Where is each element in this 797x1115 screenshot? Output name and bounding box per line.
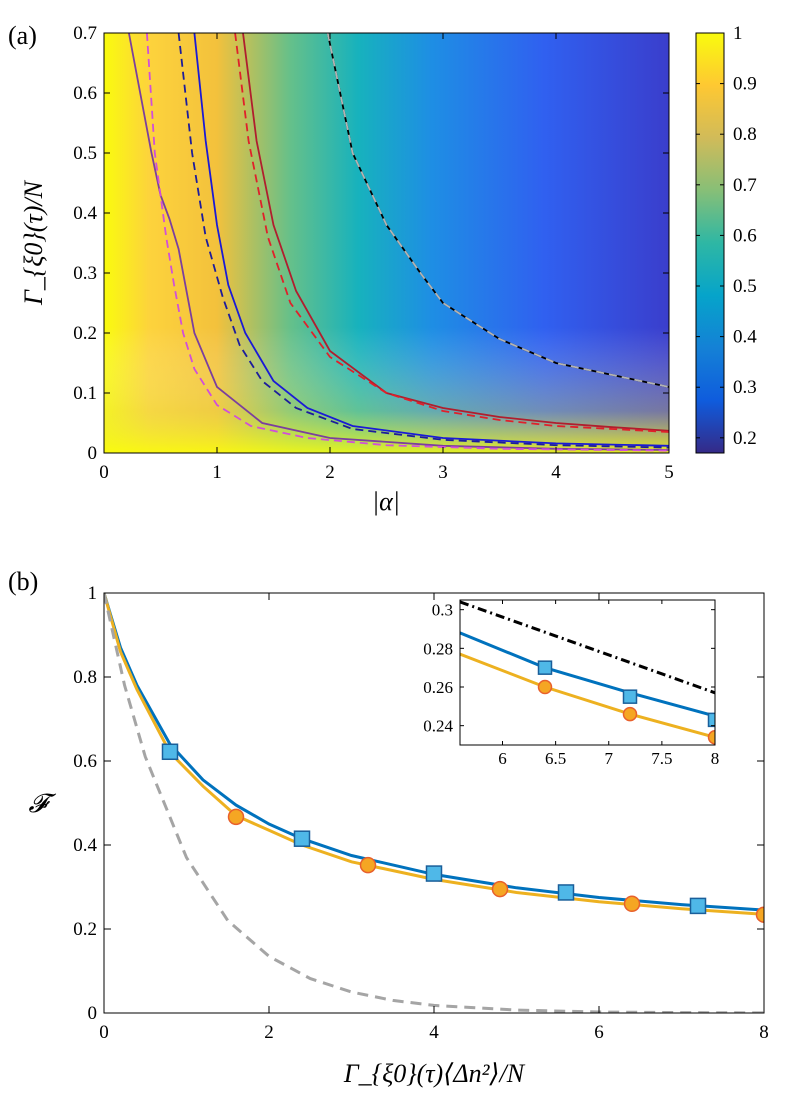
inset-xtick-label: 6 bbox=[498, 749, 507, 768]
circle-marker bbox=[359, 856, 377, 874]
colorbar-tick-label: 1 bbox=[733, 23, 743, 44]
inset-ytick-label: 0.24 bbox=[423, 717, 453, 736]
contour-lines bbox=[128, 33, 669, 452]
inset-plot: 6 6.5 7 7.5 8 0.24 0.26 0.28 0.3 bbox=[423, 599, 719, 768]
axis-b-ytick-label: 0.2 bbox=[73, 919, 97, 940]
colorbar bbox=[695, 32, 725, 454]
square-marker bbox=[707, 712, 715, 728]
contour-line bbox=[234, 33, 669, 433]
inset-background bbox=[460, 600, 715, 745]
inset-ticks: 6 6.5 7 7.5 8 0.24 0.26 0.28 0.3 bbox=[423, 600, 719, 768]
inset-ytick-label: 0.3 bbox=[432, 601, 453, 620]
axis-b-xtick-label: 8 bbox=[759, 1022, 769, 1043]
axes-ticks-b: 0 2 4 6 8 0 0.2 0.4 0.6 0.8 1 bbox=[73, 583, 769, 1043]
square-marker bbox=[557, 884, 575, 901]
axis-a-xtick-label: 1 bbox=[212, 462, 222, 483]
colorbar-tick-label: 0.2 bbox=[733, 428, 757, 449]
circle-marker bbox=[707, 730, 715, 745]
square-marker bbox=[689, 897, 707, 915]
circle-marker bbox=[755, 906, 764, 923]
axis-b-xtick-label: 0 bbox=[99, 1022, 109, 1043]
colorbar-tick-label: 0.9 bbox=[733, 74, 757, 95]
series-line bbox=[460, 652, 715, 739]
axis-a-ytick-label: 0.5 bbox=[73, 143, 97, 164]
axis-a-xtick-label: 0 bbox=[99, 462, 109, 483]
square-marker bbox=[537, 660, 553, 675]
axis-a-xtick-label: 3 bbox=[438, 462, 448, 483]
colorbar-ticks: 0.2 0.3 0.4 0.5 0.6 0.7 0.8 0.9 1 bbox=[696, 23, 757, 449]
axis-a-ytick-label: 0.6 bbox=[73, 83, 97, 104]
axis-b-xtick-label: 6 bbox=[594, 1022, 604, 1043]
square-marker bbox=[425, 865, 443, 882]
colorbar-tick-label: 0.7 bbox=[733, 175, 757, 196]
series-line bbox=[460, 631, 715, 718]
panel-b: 0 2 4 6 8 0 0.2 0.4 0.6 0.8 1 (b) Γ_{ξ0}(τ)⟨Δn²⟩/N… bbox=[8, 567, 769, 1088]
series-line bbox=[460, 600, 715, 695]
contour-line bbox=[193, 33, 669, 447]
series-lines bbox=[104, 593, 764, 1013]
colorbar-tick-label: 0.5 bbox=[733, 276, 757, 297]
circle-marker bbox=[622, 706, 638, 722]
y-axis-label-a: Γ_{ξ0}(τ)/N bbox=[19, 179, 48, 306]
colorbar-tick-label: 0.8 bbox=[733, 124, 757, 145]
inset-xtick-label: 6.5 bbox=[545, 749, 566, 768]
axis-a-ytick-label: 0.3 bbox=[73, 263, 97, 284]
axis-b-ytick-label: 0.8 bbox=[73, 667, 97, 688]
circle-marker bbox=[491, 880, 509, 898]
circle-marker bbox=[537, 679, 553, 695]
contour-line bbox=[146, 33, 669, 452]
contour-line bbox=[326, 33, 669, 388]
axis-b-ytick-label: 1 bbox=[88, 583, 98, 604]
axis-a-ytick-label: 0.4 bbox=[73, 203, 97, 224]
y-axis-label-b: 𝓕 bbox=[28, 789, 56, 818]
axes-ticks-a: 0 1 2 3 4 5 0 0.1 0.2 0.3 0.4 0.5 0.6 0.7 bbox=[73, 23, 674, 483]
inset-xtick-label: 8 bbox=[711, 749, 720, 768]
axis-a-ytick-label: 0.7 bbox=[73, 23, 97, 44]
panel-a-label: (a) bbox=[8, 21, 37, 50]
contour-line bbox=[128, 33, 669, 451]
inset-ytick-label: 0.26 bbox=[423, 678, 453, 697]
inset-ytick-label: 0.28 bbox=[423, 639, 453, 658]
colorbar-tick-label: 0.6 bbox=[733, 225, 757, 246]
panel-b-label: (b) bbox=[8, 567, 38, 596]
heatmap-field-shade bbox=[104, 33, 669, 453]
panel-a: 0 1 2 3 4 5 0 0.1 0.2 0.3 0.4 0.5 0.6 0.7 (a) |α| Γ_{… bbox=[8, 21, 757, 516]
circle-marker bbox=[623, 895, 641, 913]
inset-frame bbox=[459, 599, 716, 746]
inset-series bbox=[460, 600, 715, 745]
axis-b-ytick-label: 0 bbox=[88, 1003, 98, 1024]
inset-xtick-label: 7 bbox=[605, 749, 614, 768]
square-marker bbox=[293, 830, 311, 847]
series-line bbox=[104, 593, 764, 916]
axis-a-ytick-label: 0.2 bbox=[73, 323, 97, 344]
axis-b-ytick-label: 0.4 bbox=[73, 835, 97, 856]
axis-a-ytick-label: 0 bbox=[88, 443, 98, 464]
x-axis-label-b: Γ_{ξ0}(τ)⟨Δn²⟩/N bbox=[343, 1059, 526, 1088]
inset-xtick-label: 7.5 bbox=[651, 749, 672, 768]
axes-frame-a bbox=[103, 32, 670, 454]
colorbar-tick-label: 0.4 bbox=[733, 327, 757, 348]
x-axis-label-a: |α| bbox=[372, 487, 400, 516]
circle-marker bbox=[227, 808, 245, 826]
series-line bbox=[104, 593, 764, 1013]
axis-b-ytick-label: 0.6 bbox=[73, 751, 97, 772]
axis-b-xtick-label: 4 bbox=[429, 1022, 439, 1043]
axis-b-xtick-label: 2 bbox=[264, 1022, 274, 1043]
axis-a-xtick-label: 4 bbox=[551, 462, 561, 483]
square-marker bbox=[622, 689, 638, 704]
axis-a-xtick-label: 5 bbox=[664, 462, 674, 483]
square-marker bbox=[161, 743, 179, 761]
axis-a-ytick-label: 0.1 bbox=[73, 383, 97, 404]
series-line bbox=[104, 593, 764, 912]
axis-a-xtick-label: 2 bbox=[325, 462, 335, 483]
colorbar-tick-label: 0.3 bbox=[733, 377, 757, 398]
